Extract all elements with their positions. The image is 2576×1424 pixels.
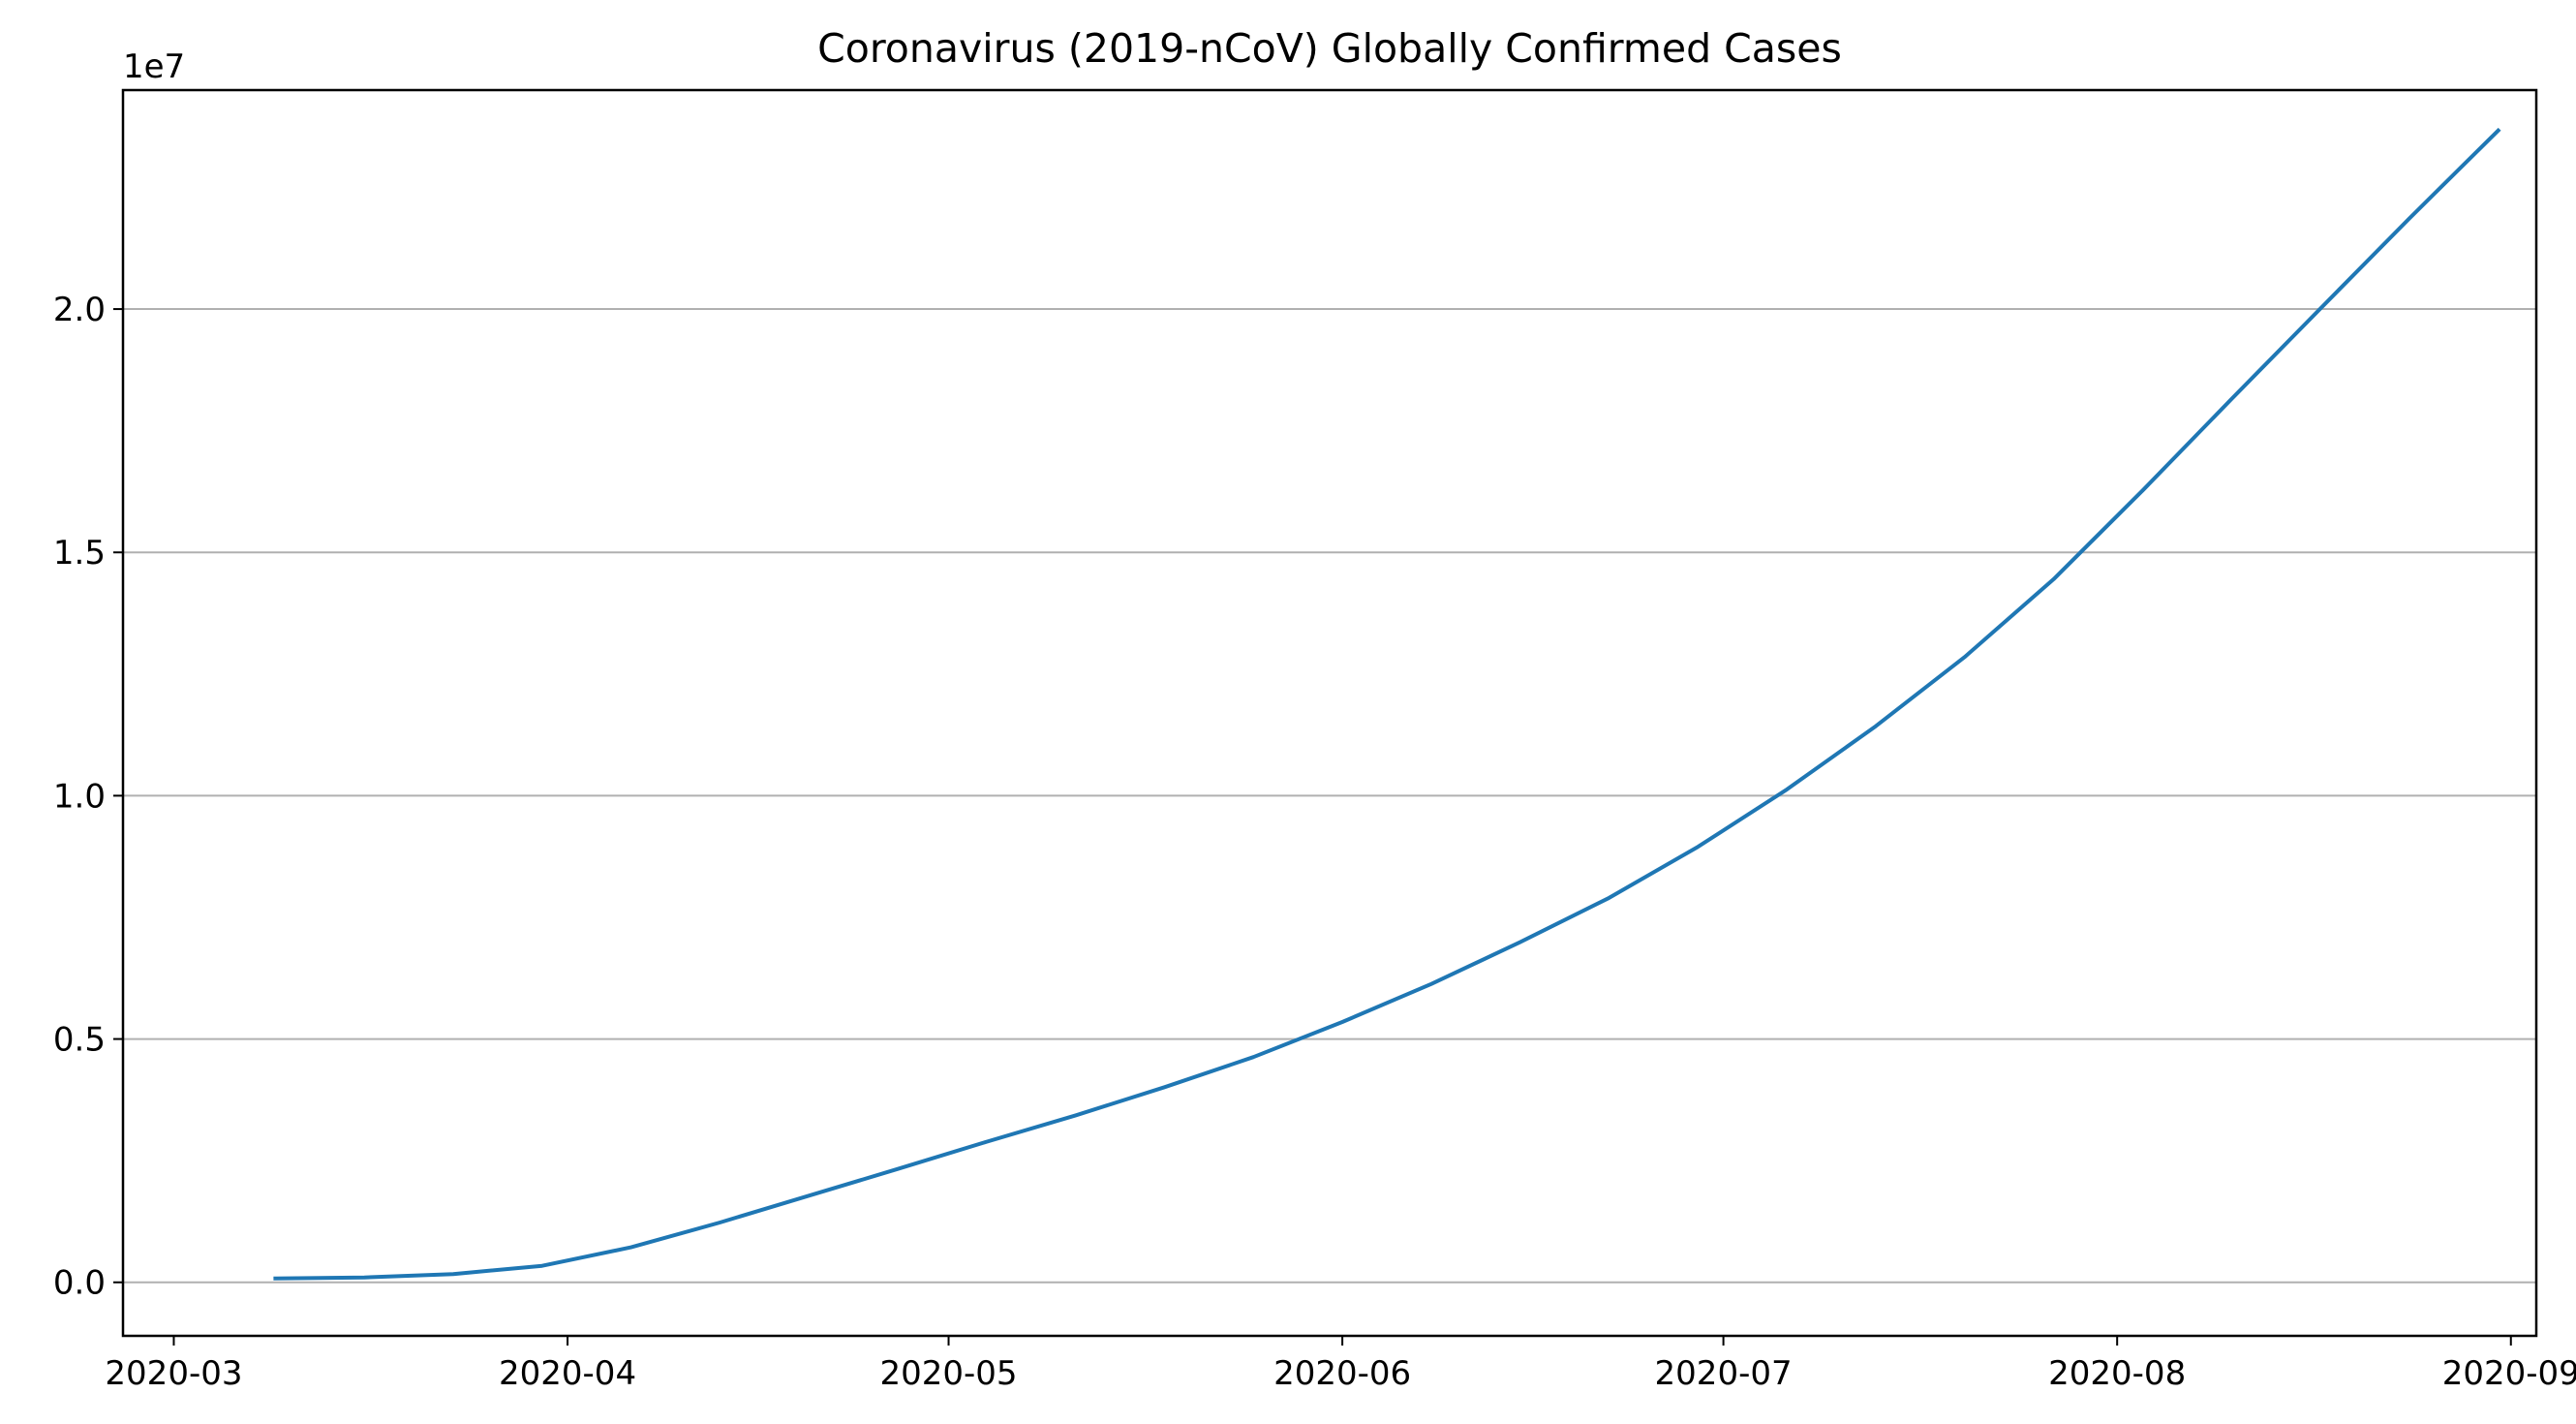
y-tick-label-1: 0.5 xyxy=(53,1021,106,1060)
series-line-0 xyxy=(273,127,2501,1281)
x-tick-label-0: 2020-03 xyxy=(105,1354,242,1393)
x-tick-label-2: 2020-05 xyxy=(879,1354,1017,1393)
x-tick-label-3: 2020-06 xyxy=(1273,1354,1411,1393)
x-tick-label-1: 2020-04 xyxy=(499,1354,636,1393)
gridlines xyxy=(123,308,2536,1284)
plot-frame xyxy=(121,88,2538,1338)
y-tick-label-2: 1.0 xyxy=(53,777,106,816)
y-axis: 0.0 0.5 1.0 1.5 2.0 xyxy=(53,291,123,1303)
x-tick-label-4: 2020-07 xyxy=(1655,1354,1793,1393)
y-axis-offset-label: 1e7 xyxy=(123,47,185,86)
x-axis: 2020-03 2020-04 2020-05 2020-06 2020-07 2020-… xyxy=(105,1336,2576,1393)
y-tick-label-4: 2.0 xyxy=(53,291,106,329)
x-tick-label-5: 2020-08 xyxy=(2048,1354,2186,1393)
series-layer xyxy=(273,127,2501,1281)
y-tick-label-3: 1.5 xyxy=(53,534,106,573)
x-tick-label-6: 2020-09 xyxy=(2442,1354,2576,1393)
y-tick-label-0: 0.0 xyxy=(53,1264,106,1303)
chart-title: Coronavirus (2019-nCoV) Globally Confirm… xyxy=(817,25,1842,72)
